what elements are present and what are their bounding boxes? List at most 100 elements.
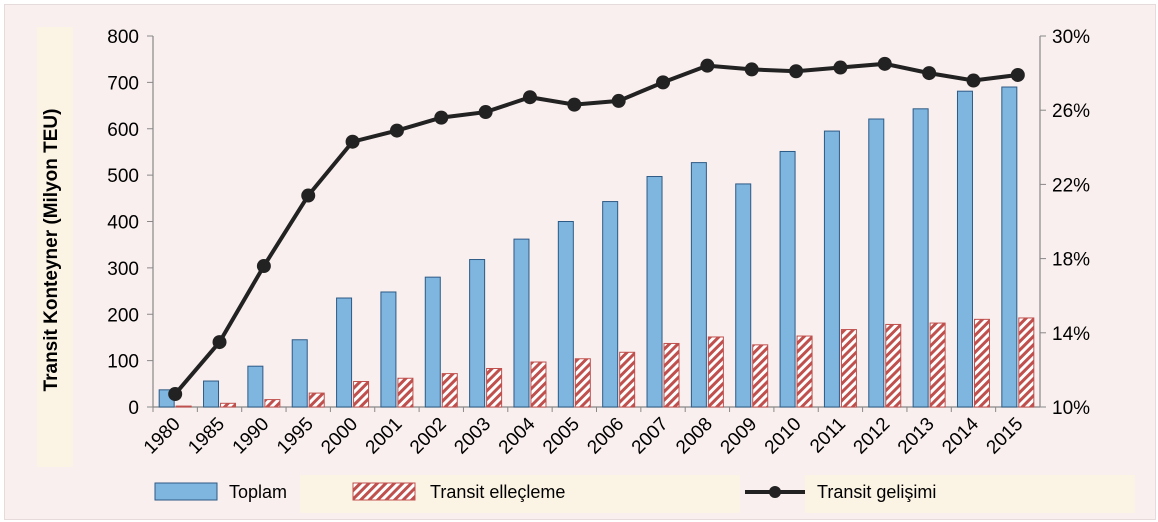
- line-point: [212, 335, 227, 350]
- legend-label-gelisim: Transit gelişimi: [817, 482, 936, 502]
- legend-band: [805, 475, 1135, 513]
- line-point: [877, 56, 892, 71]
- combo-chart: 0 100 200 300 400 500 600 700 800 10% 14% 18% 22% 26%…: [37, 27, 1135, 513]
- x-tick-label: 2006: [583, 414, 628, 459]
- bar-transit: [397, 377, 414, 408]
- x-tick-label: 1980: [140, 414, 185, 459]
- chart-container: 0 100 200 300 400 500 600 700 800 10% 14% 18% 22% 26%…: [4, 4, 1156, 520]
- x-tick-label: 2000: [317, 414, 362, 459]
- line-point: [744, 62, 759, 77]
- bar-transit: [175, 405, 192, 408]
- series-line-transit-gelisimi: [173, 61, 1019, 396]
- line-point: [966, 73, 981, 88]
- legend-swatch-toplam: [154, 482, 218, 501]
- bar-toplam: [203, 380, 220, 408]
- x-tick-label: 2007: [628, 414, 673, 459]
- x-tick-label: 1985: [184, 414, 229, 459]
- x-tick-label: 2011: [806, 414, 850, 458]
- bar-transit: [796, 335, 813, 408]
- bar-transit: [1018, 317, 1035, 408]
- y-tick-label: 200: [107, 305, 139, 326]
- bar-toplam: [557, 221, 574, 408]
- bar-toplam: [291, 339, 308, 408]
- bar-transit: [840, 329, 857, 408]
- legend-swatch-gelisim-marker: [769, 486, 781, 498]
- bar-transit: [663, 342, 680, 408]
- x-tick-label: 2012: [850, 414, 895, 459]
- line-point: [567, 97, 582, 112]
- bar-transit: [885, 323, 902, 408]
- y2-tick-label: 26%: [1052, 101, 1090, 122]
- bar-transit: [264, 399, 281, 408]
- y-tick-label: 700: [107, 73, 139, 94]
- bar-toplam: [646, 176, 663, 408]
- line-point: [833, 60, 848, 75]
- bar-toplam: [956, 90, 973, 408]
- x-tick-label: 2014: [938, 413, 983, 458]
- x-tick-label: 2010: [761, 414, 806, 459]
- x-tick-label: 2003: [450, 414, 495, 459]
- bar-transit: [929, 322, 946, 408]
- bar-toplam: [424, 276, 441, 408]
- y-tick-label: 0: [128, 398, 139, 419]
- y-tick-label: 500: [107, 166, 139, 187]
- bar-transit: [441, 373, 458, 408]
- bar-transit: [707, 336, 724, 408]
- line-point: [256, 259, 271, 274]
- y-tick-label: 300: [107, 259, 139, 280]
- bar-transit: [752, 344, 769, 408]
- y2-tick-label: 18%: [1052, 250, 1090, 271]
- y-tick-label: 100: [107, 352, 139, 373]
- line-point: [611, 93, 626, 108]
- line-point: [789, 64, 804, 79]
- line-point: [389, 123, 404, 138]
- legend-label-toplam: Toplam: [229, 482, 287, 502]
- bar-transit: [619, 351, 636, 408]
- x-tick-label: 2013: [894, 414, 939, 459]
- bar-toplam: [513, 238, 530, 408]
- y2-tick-label: 14%: [1052, 324, 1090, 345]
- line-point: [478, 105, 493, 120]
- bar-toplam: [779, 150, 796, 408]
- y-tick-label: 800: [107, 27, 139, 48]
- bar-toplam: [469, 259, 486, 408]
- bar-toplam: [247, 365, 264, 408]
- y-axis-title: Transit Konteyner (Milyon TEU): [41, 109, 62, 392]
- bar-toplam: [380, 291, 397, 408]
- y2-tick-label: 10%: [1052, 398, 1090, 419]
- bar-toplam: [690, 162, 707, 408]
- bar-toplam: [823, 130, 840, 408]
- line-point: [345, 134, 360, 149]
- line-point: [301, 188, 316, 203]
- y2-tick-label: 30%: [1052, 27, 1090, 48]
- x-tick-label: 2004: [495, 413, 540, 458]
- bar-transit: [308, 392, 325, 408]
- x-tick-label: 2005: [539, 414, 584, 459]
- bar-toplam: [912, 108, 929, 408]
- bar-transit: [486, 368, 503, 408]
- bar-transit: [574, 358, 591, 408]
- x-tick-label: 2015: [983, 414, 1028, 459]
- bar-toplam: [336, 297, 353, 408]
- bar-transit: [530, 361, 547, 408]
- legend-swatch-transit: [352, 482, 416, 501]
- line-point: [434, 110, 449, 125]
- y-tick-label: 600: [107, 120, 139, 141]
- line-point: [1010, 67, 1025, 82]
- line-point: [168, 387, 183, 402]
- y-tick-label: 400: [107, 213, 139, 234]
- y2-tick-label: 22%: [1052, 175, 1090, 196]
- legend-label-transit: Transit elleçleme: [430, 482, 565, 502]
- bar-toplam: [1001, 86, 1018, 408]
- line-point: [656, 75, 671, 90]
- bar-toplam: [735, 183, 752, 408]
- x-tick-label: 2002: [406, 414, 451, 459]
- line-point: [922, 66, 937, 81]
- x-tick-label: 2001: [362, 414, 407, 459]
- bar-transit: [353, 380, 370, 408]
- x-tick-label: 1995: [273, 414, 318, 459]
- bar-transit: [220, 402, 237, 408]
- line-point: [522, 90, 537, 105]
- x-tick-label: 1990: [229, 414, 274, 459]
- bar-toplam: [868, 118, 885, 408]
